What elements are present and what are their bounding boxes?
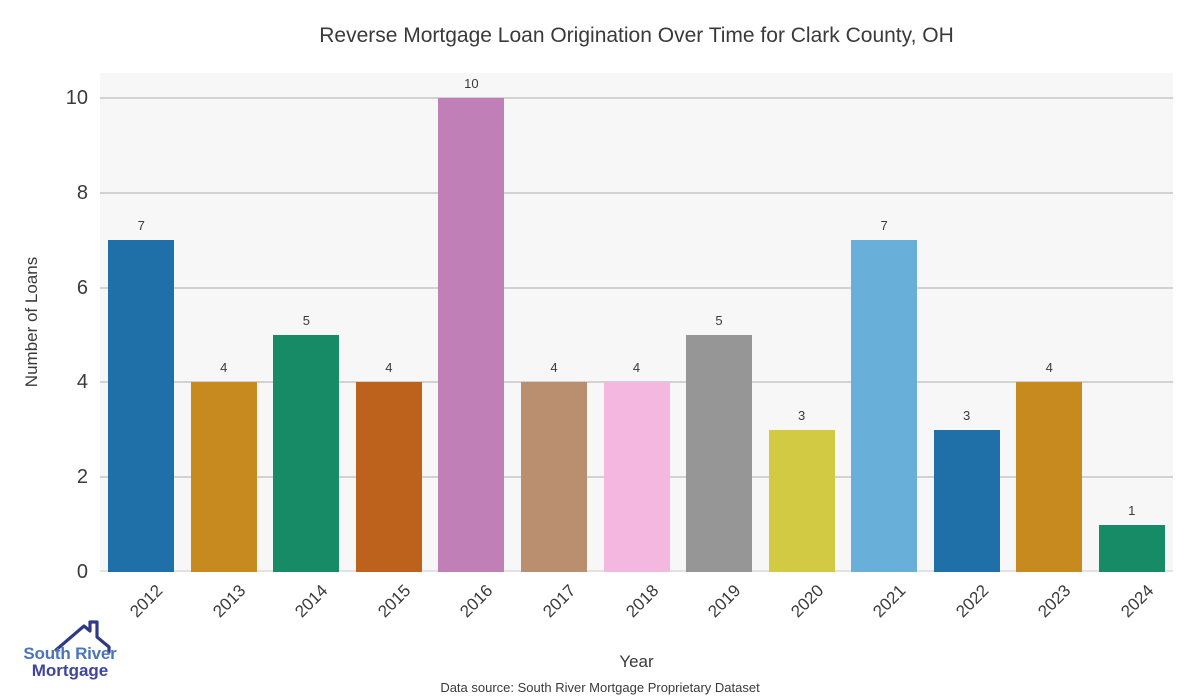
plot-area: 7 4 5 4 10 4 4 5 3 7 3 4 1	[100, 73, 1173, 572]
y-tick-10: 10	[65, 87, 88, 110]
bar-2015	[355, 382, 422, 572]
bar-2024	[1098, 524, 1165, 572]
logo-text-line2: Mortgage	[31, 661, 109, 680]
x-tick-2021: 2021	[869, 581, 910, 622]
bar-value-2012: 7	[137, 218, 145, 234]
bar-value-2018: 4	[632, 360, 641, 376]
bar-2014	[273, 335, 340, 572]
house-roof-icon	[54, 620, 111, 654]
x-tick-2013: 2013	[209, 581, 250, 622]
x-tick-2017: 2017	[539, 581, 580, 622]
bar-2013	[190, 382, 257, 572]
x-tick-2024: 2024	[1116, 581, 1158, 622]
bar-value-2015: 4	[385, 360, 393, 376]
x-tick-2022: 2022	[951, 581, 993, 622]
x-tick-2023: 2023	[1034, 581, 1075, 622]
y-tick-8: 8	[76, 181, 88, 204]
gridline-y-8	[100, 191, 1173, 194]
bar-value-2022: 3	[963, 407, 971, 423]
bar-2017	[520, 382, 587, 572]
bar-value-2016: 10	[464, 76, 479, 92]
gridline-y-10	[100, 97, 1173, 100]
bar-value-2017: 4	[550, 360, 558, 376]
data-source-note: Data source: South River Mortgage Propri…	[440, 680, 760, 695]
bar-value-2013: 4	[220, 360, 228, 376]
bar-value-2024: 1	[1128, 502, 1136, 518]
x-tick-2012: 2012	[126, 581, 167, 622]
y-tick-0: 0	[76, 561, 88, 583]
bar-value-2020: 3	[797, 407, 806, 423]
bar-value-2023: 4	[1045, 360, 1053, 376]
x-tick-2018: 2018	[621, 581, 662, 622]
gridline-y-6	[100, 286, 1173, 289]
y-tick-6: 6	[76, 276, 88, 299]
bar-2021	[851, 240, 918, 572]
y-tick-4: 4	[76, 371, 88, 394]
bar-2018	[603, 382, 670, 572]
logo-text-line1: South River	[23, 644, 117, 663]
bar-value-2021: 7	[880, 218, 888, 234]
bar-2022	[933, 429, 1000, 572]
x-tick-2020: 2020	[786, 581, 827, 622]
bar-2016	[438, 98, 505, 572]
bar-value-2019: 5	[715, 313, 723, 329]
x-tick-2014: 2014	[291, 581, 332, 622]
bar-2019	[686, 335, 753, 572]
x-tick-2015: 2015	[374, 581, 415, 622]
bar-value-2014: 5	[302, 313, 310, 329]
bar-2012	[108, 240, 175, 572]
company-logo: South River Mortgage	[16, 616, 124, 680]
x-tick-2016: 2016	[456, 581, 497, 622]
chart-title: Reverse Mortgage Loan Origination Over T…	[319, 24, 954, 47]
bar-2023	[1016, 382, 1083, 572]
bar-2020	[768, 429, 835, 572]
x-axis-label: Year	[619, 652, 654, 671]
x-tick-2019: 2019	[704, 581, 745, 622]
y-tick-2: 2	[76, 466, 88, 489]
